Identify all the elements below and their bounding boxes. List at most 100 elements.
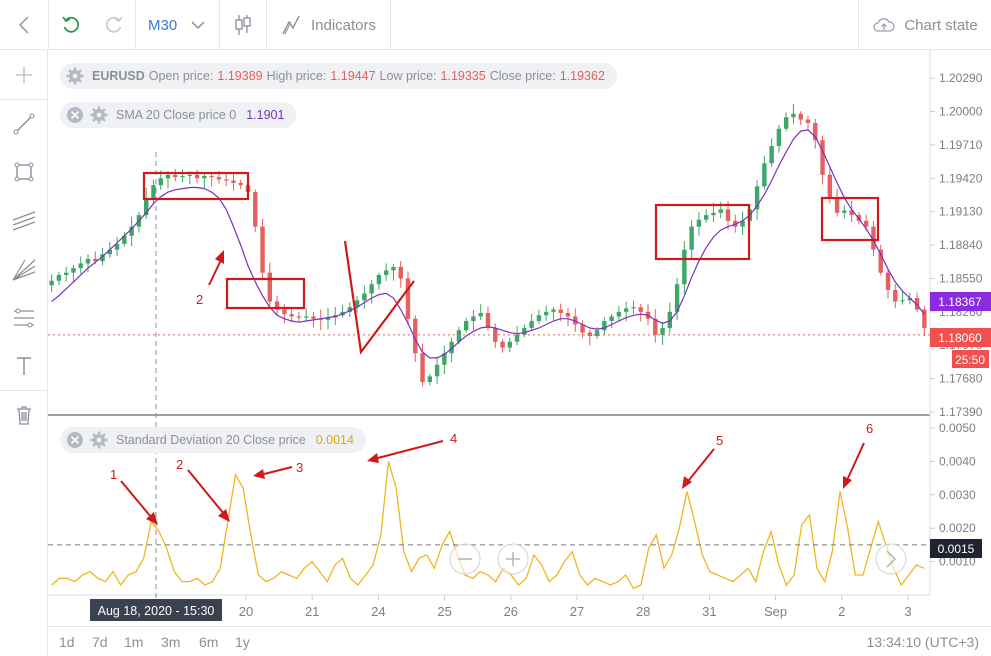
candle-body: [783, 117, 789, 129]
candle-body: [587, 332, 593, 337]
chart-type-button[interactable]: [220, 0, 267, 50]
candle-body: [85, 258, 91, 264]
trend-line-tool[interactable]: [0, 101, 47, 147]
candle-body: [289, 314, 294, 317]
y-tick-label: 0.0030: [939, 488, 976, 502]
sma-price-badge: [930, 292, 991, 311]
candle-body: [725, 209, 731, 221]
annotation-box-1: [142, 171, 250, 201]
candle-body: [602, 321, 607, 331]
candle-body: [391, 266, 396, 271]
candle-body: [136, 215, 142, 227]
divider: [0, 99, 47, 100]
cloud-upload-icon: [873, 18, 895, 32]
candle-body: [122, 235, 127, 244]
chart-state-button[interactable]: Chart state: [858, 0, 991, 50]
zoom-in-button[interactable]: [497, 543, 529, 575]
candle-body: [747, 209, 753, 221]
candle-body: [187, 174, 193, 176]
candle-body: [173, 174, 178, 178]
x-tick-label: 27: [570, 604, 584, 619]
text-tool[interactable]: [0, 343, 47, 389]
clock: 13:34:10 (UTC+3): [866, 634, 979, 650]
period-7d[interactable]: 7d: [92, 634, 108, 650]
delete-drawings-button[interactable]: [0, 392, 47, 438]
trash-icon: [16, 406, 31, 425]
rectangle-tool[interactable]: [0, 149, 47, 195]
indicators-button[interactable]: Indicators: [267, 0, 391, 50]
candle-body: [354, 300, 360, 308]
annotation-box-3: [654, 203, 751, 261]
candle-body: [282, 309, 287, 315]
candle-body: [900, 300, 905, 302]
candle-body: [573, 316, 578, 325]
candle-body: [398, 266, 403, 279]
fibonacci-fan-tool[interactable]: [0, 247, 47, 293]
period-3m[interactable]: 3m: [161, 634, 181, 650]
annotation-arrows: [120, 250, 865, 525]
annotation-label-main-2: 2: [196, 292, 203, 307]
legend-high-label: High price:: [266, 69, 327, 83]
candle-body: [885, 272, 891, 290]
candle-body: [791, 113, 796, 118]
gear-icon[interactable]: [90, 106, 108, 124]
candle-body: [325, 317, 331, 320]
candle-body: [216, 177, 222, 180]
annotation-label-5: 5: [716, 433, 723, 448]
divider: [0, 390, 47, 391]
period-1y[interactable]: 1y: [235, 634, 250, 650]
candle-body: [580, 324, 585, 333]
candle-body: [674, 284, 680, 312]
undo-button[interactable]: [60, 14, 82, 36]
annotation-box-2: [225, 277, 306, 310]
timeframe-select[interactable]: M30: [136, 0, 220, 50]
annotation-label-3: 3: [296, 460, 303, 475]
legend-symbol: EURUSD: [92, 69, 145, 83]
y-tick-label: 1.19130: [939, 205, 983, 219]
candle-body: [769, 146, 774, 164]
gear-icon[interactable]: [90, 431, 108, 449]
candle-body: [449, 341, 454, 354]
back-button[interactable]: [0, 0, 49, 50]
close-price-badge-text: 1.18060: [938, 331, 982, 345]
candlestick-icon: [235, 15, 251, 35]
period-1d[interactable]: 1d: [59, 634, 75, 650]
redo-button[interactable]: [103, 14, 125, 36]
period-1m[interactable]: 1m: [124, 634, 144, 650]
crosshair-tool[interactable]: [0, 52, 47, 98]
candle-body: [682, 249, 687, 285]
scroll-to-latest-button[interactable]: [875, 543, 907, 575]
candle-body: [376, 274, 382, 285]
candle-body: [689, 226, 694, 250]
candle-body: [522, 327, 527, 335]
remove-indicator-icon[interactable]: [66, 431, 84, 449]
fan-icon: [11, 259, 35, 281]
annotation-label-4: 4: [450, 431, 457, 446]
period-6m[interactable]: 6m: [199, 634, 219, 650]
countdown-badge-text: 25:50: [955, 353, 985, 367]
candle-body: [143, 197, 149, 216]
candle-body: [333, 315, 338, 318]
countdown-badge: [952, 350, 989, 368]
y-tick-label: 1.17970: [939, 338, 983, 352]
chevron-left-icon: [18, 16, 29, 34]
candle-body: [267, 272, 273, 302]
candle-body: [667, 311, 673, 328]
stddev-value-badge: [930, 539, 982, 558]
zoom-out-button[interactable]: [449, 543, 481, 575]
channel-tool[interactable]: [0, 197, 47, 243]
candle-body: [158, 178, 163, 186]
candle-body: [369, 284, 374, 294]
y-tick-label: 1.19710: [939, 138, 983, 152]
sma-price-badge-text: 1.18367: [938, 295, 982, 309]
x-tick-label: 3: [904, 604, 911, 619]
candle-body: [151, 185, 156, 198]
gear-icon[interactable]: [66, 67, 84, 85]
remove-indicator-icon[interactable]: [66, 106, 84, 124]
legend-high-value: 1.19447: [330, 69, 376, 83]
candle-body: [696, 219, 702, 227]
candle-body: [565, 312, 571, 317]
fibonacci-levels-tool[interactable]: [0, 295, 47, 341]
candle-body: [813, 123, 818, 141]
candle-body: [311, 316, 316, 319]
